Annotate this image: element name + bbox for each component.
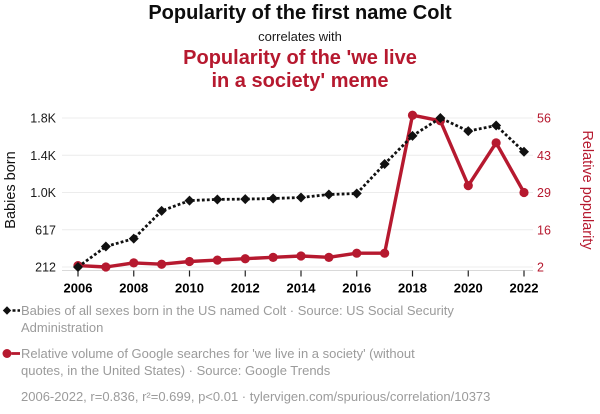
colt-babies-marker xyxy=(240,194,251,205)
colt-babies-marker xyxy=(73,262,83,272)
meme-searches-marker xyxy=(491,138,501,148)
x-axis-tick-label: 2020 xyxy=(454,281,483,296)
x-axis-tick-label: 2016 xyxy=(342,281,371,296)
colt-babies-marker xyxy=(379,158,390,169)
meme-searches-marker xyxy=(212,255,222,265)
colt-babies-marker xyxy=(519,146,529,157)
colt-babies-series xyxy=(73,113,529,272)
colt-babies-marker xyxy=(351,188,362,199)
colt-babies-marker xyxy=(212,194,223,205)
meme-searches-marker xyxy=(157,259,167,269)
x-axis-tick-label: 2008 xyxy=(119,281,148,296)
diamond-glyph xyxy=(2,306,12,315)
left-axis-tick-label: 1.0K xyxy=(30,186,56,200)
red-circle-solid-marker-icon xyxy=(2,349,20,358)
meme-searches-marker xyxy=(380,248,390,258)
colt-babies-marker xyxy=(296,192,306,203)
legend-text-line: Administration xyxy=(21,320,104,335)
right-axis-tick-label: 29 xyxy=(537,186,551,200)
meme-searches-marker xyxy=(407,110,418,120)
left-axis-tick-label: 1.4K xyxy=(30,149,56,163)
colt-babies-marker xyxy=(156,205,167,216)
page-title: Popularity of the first name Colt xyxy=(148,2,452,24)
colt-babies-marker xyxy=(128,233,139,244)
circle-glyph xyxy=(2,349,12,358)
x-axis-tick-label: 2010 xyxy=(175,281,204,296)
meme-searches-line xyxy=(77,113,526,269)
colt-babies-marker xyxy=(463,126,474,137)
colt-babies-marker xyxy=(184,195,195,206)
left-axis-tick-label: 1.8K xyxy=(30,112,56,126)
meme-searches-marker xyxy=(519,187,529,198)
secondary-title-line1: Popularity of the 'we live xyxy=(183,47,417,69)
secondary-title-line2: in a society' meme xyxy=(211,70,389,92)
x-axis-tick-label: 2022 xyxy=(510,281,539,296)
meme-searches-series xyxy=(73,110,529,272)
meme-searches-marker xyxy=(268,252,278,262)
legend-item-colt: Babies of all sexes born in the US named… xyxy=(2,302,594,336)
secondary-title: Popularity of the 'we live in a society'… xyxy=(0,47,600,93)
x-axis-tick-label: 2018 xyxy=(398,281,427,296)
meme-searches-marker xyxy=(296,251,306,261)
left-axis-title: Babies born xyxy=(3,151,19,228)
x-axis-tick-label: 2012 xyxy=(231,281,260,296)
meme-searches-marker xyxy=(184,256,195,267)
x-axis-tick-label: 2006 xyxy=(64,281,93,296)
legend-item-meme: Relative volume of Google searches for '… xyxy=(2,345,594,379)
legend-text-line: Relative volume of Google searches for '… xyxy=(21,346,415,361)
meme-searches-marker xyxy=(463,181,473,191)
legend: Babies of all sexes born in the US named… xyxy=(2,302,594,405)
colt-babies-marker xyxy=(100,241,111,252)
gridlines xyxy=(62,117,533,268)
colt-babies-marker xyxy=(435,113,446,123)
correlates-with-label: correlates with xyxy=(258,29,342,44)
right-axis-tick-label: 2 xyxy=(537,261,544,275)
colt-babies-marker xyxy=(491,120,502,131)
colt-babies-marker xyxy=(323,189,334,200)
stats-footnote: 2006-2022, r=0.836, r²=0.699, p<0.01 · t… xyxy=(21,389,491,404)
meme-searches-marker xyxy=(352,248,362,258)
black-diamond-dashed-marker-icon xyxy=(2,306,20,315)
meme-searches-marker xyxy=(324,252,334,262)
right-axis-title: Relative popularity xyxy=(579,130,595,250)
meme-searches-marker xyxy=(240,254,250,264)
colt-babies-marker xyxy=(407,130,418,141)
legend-text-line: Babies of all sexes born in the US named… xyxy=(21,303,454,318)
meme-searches-marker xyxy=(101,262,111,272)
right-axis-tick-label: 56 xyxy=(537,112,551,126)
x-axis-tick-label: 2014 xyxy=(287,281,317,296)
legend-text-line: quotes, in the United States) · Source: … xyxy=(21,363,331,378)
left-axis-tick-label: 617 xyxy=(35,223,56,237)
left-axis-tick-label: 212 xyxy=(35,261,56,275)
colt-babies-marker xyxy=(268,193,279,204)
meme-searches-marker xyxy=(129,258,139,268)
right-axis-tick-label: 16 xyxy=(537,223,551,237)
right-axis-tick-label: 43 xyxy=(537,149,551,163)
